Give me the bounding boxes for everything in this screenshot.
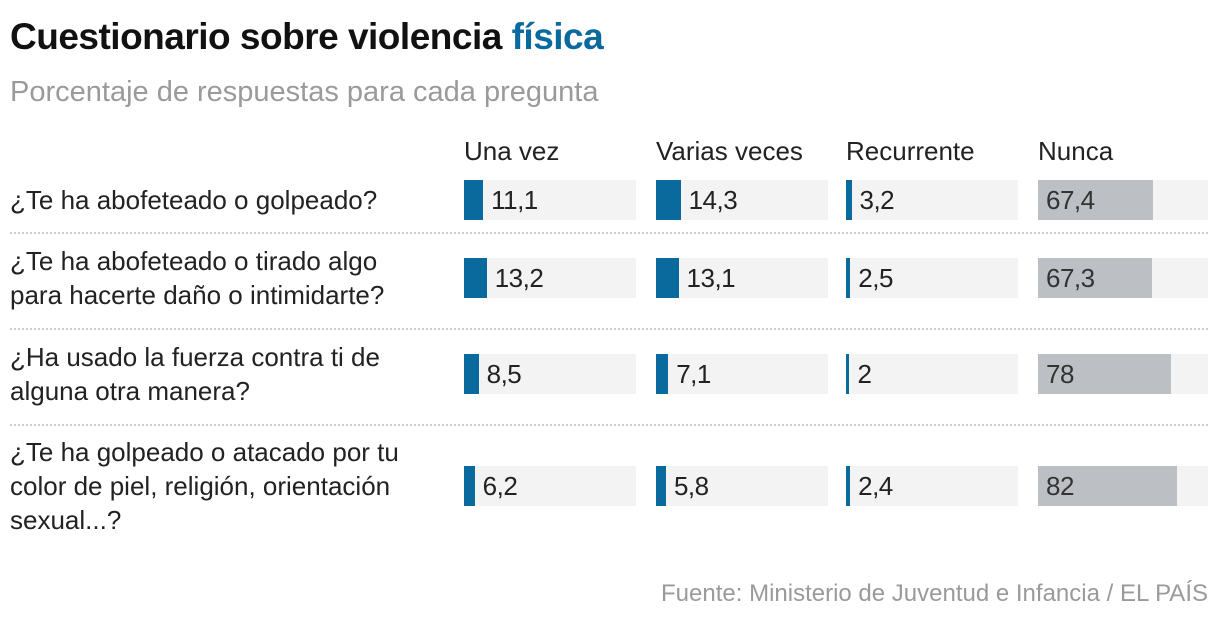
bar-track: 67,4	[1038, 180, 1208, 220]
bar-value	[846, 466, 851, 506]
bar-nunca	[1038, 258, 1153, 298]
bar-value	[846, 180, 852, 220]
data-label: 3,2	[859, 185, 895, 215]
data-label: 7,1	[676, 359, 711, 389]
bar-track: 13,1	[656, 258, 828, 298]
bar-track: 5,8	[656, 466, 828, 506]
bar-track: 13,2	[464, 258, 636, 298]
data-label: 82	[1046, 471, 1074, 501]
title-text: Cuestionario sobre violencia	[10, 16, 502, 57]
column-header: Recurrente	[846, 136, 975, 166]
bar-nunca	[1038, 354, 1171, 394]
bar-track: 82	[1038, 466, 1208, 506]
data-label: 78	[1046, 359, 1074, 389]
bar-value	[464, 258, 487, 298]
column-header: Varias veces	[656, 136, 803, 166]
bar-track: 11,1	[464, 180, 636, 220]
title-accent: física	[511, 16, 604, 57]
source-footer: Fuente: Ministerio de Juventud e Infanci…	[661, 580, 1208, 607]
bar-value	[656, 258, 679, 298]
question-label: ¿Te ha abofeteado o golpeado?	[10, 185, 378, 215]
bar-track: 67,3	[1038, 258, 1208, 298]
question-label: ¿Te ha abofeteado o tirado algo para hace…	[10, 246, 385, 310]
data-label: 14,3	[688, 185, 738, 215]
bar-track: 2,5	[846, 258, 1018, 298]
bar-track: 8,5	[464, 354, 636, 394]
chart-title: Cuestionario sobre violencia física	[10, 16, 604, 58]
question-label: ¿Te ha golpeado o atacado por tu color de…	[10, 437, 399, 535]
bar-value	[846, 354, 850, 394]
data-label: 13,1	[686, 263, 736, 293]
row-separator	[10, 328, 1208, 330]
bar-track: 6,2	[464, 466, 636, 506]
bar-track: 3,2	[846, 180, 1018, 220]
data-label: 5,8	[673, 471, 709, 501]
row-separator	[10, 232, 1208, 234]
data-label: 67,3	[1046, 263, 1095, 293]
chart-subtitle: Porcentaje de respuestas para cada pregu…	[10, 76, 599, 108]
bar-value	[656, 180, 681, 220]
data-label: 8,5	[486, 359, 522, 389]
data-label: 13,2	[494, 263, 544, 293]
bar-value	[656, 354, 669, 394]
question-label: ¿Ha usado la fuerza contra ti de alguna o…	[10, 342, 380, 406]
bar-value	[464, 354, 479, 394]
data-label: 2	[857, 359, 872, 389]
data-label: 2,4	[858, 471, 893, 501]
data-label: 2,5	[858, 263, 893, 293]
bar-value	[846, 258, 851, 298]
row-separator	[10, 424, 1208, 426]
bar-track: 2	[846, 354, 1018, 394]
bar-track: 2,4	[846, 466, 1018, 506]
bar-track: 78	[1038, 354, 1208, 394]
bar-track: 14,3	[656, 180, 828, 220]
column-header: Nunca	[1038, 136, 1114, 166]
bar-value	[464, 466, 475, 506]
bar-nunca	[1038, 466, 1178, 506]
bar-value	[464, 180, 484, 220]
bar-value	[656, 466, 666, 506]
data-label: 67,4	[1046, 185, 1095, 215]
column-header: Una vez	[464, 136, 560, 166]
bar-nunca	[1038, 180, 1153, 220]
bar-track: 7,1	[656, 354, 828, 394]
data-label: 11,1	[491, 185, 538, 215]
data-label: 6,2	[482, 471, 518, 501]
